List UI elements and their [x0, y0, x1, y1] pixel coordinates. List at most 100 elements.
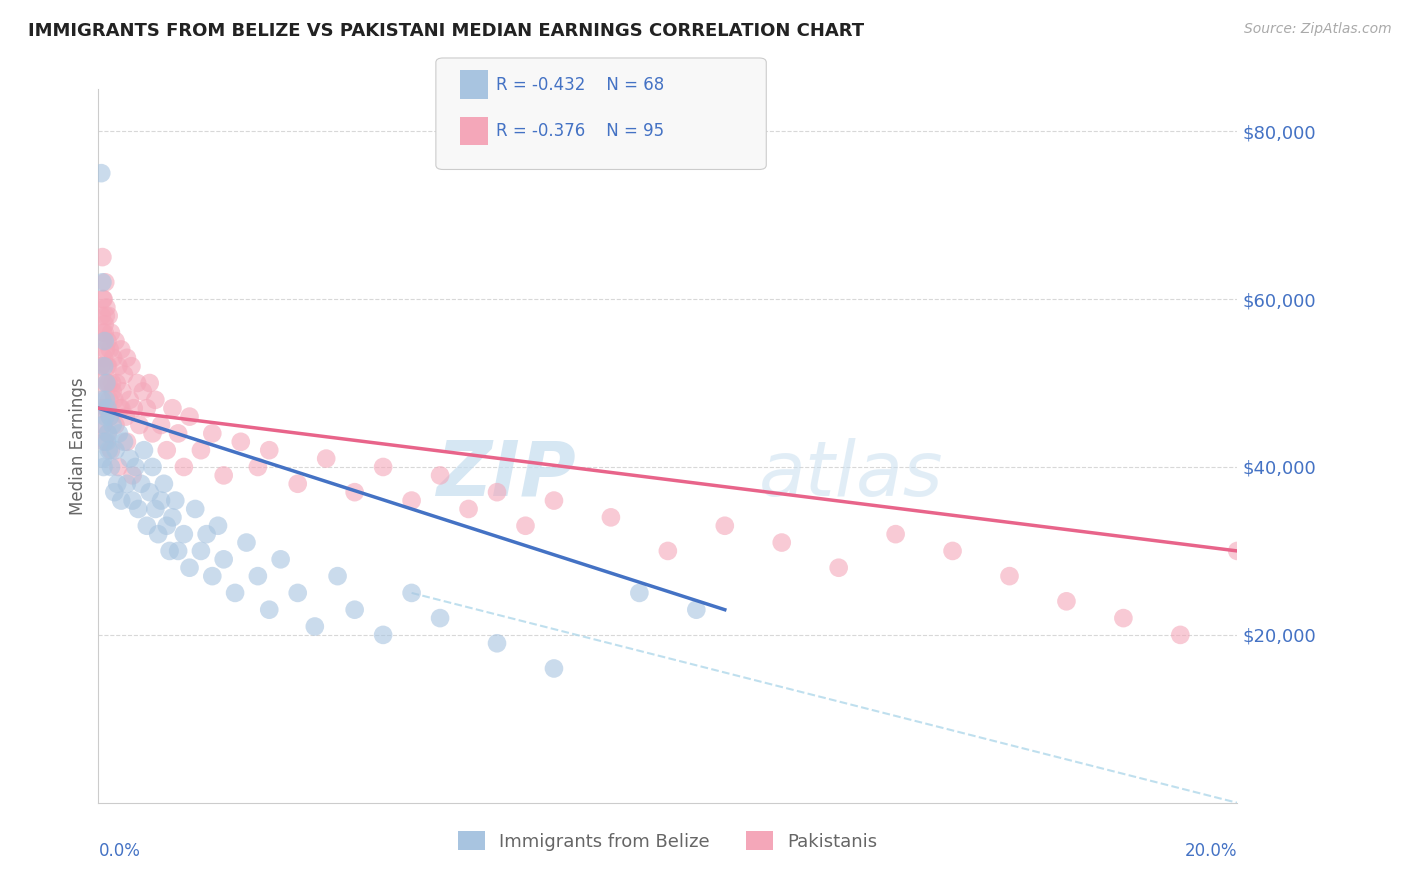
Point — [1056, 594, 1078, 608]
Point — [486, 636, 509, 650]
Point — [401, 586, 423, 600]
Point — [270, 552, 292, 566]
Point — [121, 468, 143, 483]
Point — [96, 301, 118, 315]
Point — [96, 359, 118, 374]
Point — [127, 376, 149, 390]
Text: R = -0.432    N = 68: R = -0.432 N = 68 — [496, 76, 665, 94]
Point — [287, 476, 309, 491]
Point — [179, 560, 201, 574]
Point — [1170, 628, 1192, 642]
Point — [90, 359, 112, 374]
Point — [93, 359, 115, 374]
Point — [212, 468, 235, 483]
Point — [94, 343, 117, 357]
Point — [184, 502, 207, 516]
Point — [173, 527, 195, 541]
Point — [108, 426, 131, 441]
Point — [90, 392, 112, 407]
Point — [287, 586, 309, 600]
Point — [96, 434, 118, 449]
Point — [246, 569, 269, 583]
Point — [90, 309, 112, 323]
Point — [167, 426, 190, 441]
Point — [259, 443, 281, 458]
Point — [190, 443, 212, 458]
Point — [93, 326, 115, 340]
Point — [770, 535, 793, 549]
Point — [162, 401, 184, 416]
Point — [132, 384, 155, 399]
Text: 20.0%: 20.0% — [1185, 842, 1237, 860]
Point — [128, 417, 150, 432]
Point — [145, 502, 167, 516]
Point — [1226, 544, 1249, 558]
Text: 0.0%: 0.0% — [98, 842, 141, 860]
Point — [96, 376, 118, 390]
Point — [90, 166, 112, 180]
Point — [150, 417, 173, 432]
Point — [685, 603, 707, 617]
Text: IMMIGRANTS FROM BELIZE VS PAKISTANI MEDIAN EARNINGS CORRELATION CHART: IMMIGRANTS FROM BELIZE VS PAKISTANI MEDI… — [28, 22, 865, 40]
Point — [110, 401, 132, 416]
Point — [429, 468, 451, 483]
Point — [93, 334, 115, 348]
Legend: Immigrants from Belize, Pakistanis: Immigrants from Belize, Pakistanis — [451, 824, 884, 858]
Point — [1112, 611, 1135, 625]
Point — [156, 443, 179, 458]
Point — [98, 409, 121, 424]
Point — [138, 485, 160, 500]
Point — [207, 518, 229, 533]
Point — [104, 417, 127, 432]
Point — [343, 485, 366, 500]
Point — [115, 351, 138, 365]
Point — [98, 409, 121, 424]
Point — [159, 544, 181, 558]
Point — [96, 334, 118, 348]
Point — [96, 426, 118, 441]
Point — [111, 384, 134, 399]
Point — [108, 401, 131, 416]
Text: R = -0.376    N = 95: R = -0.376 N = 95 — [496, 122, 665, 140]
Point — [120, 359, 142, 374]
Point — [828, 560, 851, 574]
Point — [101, 384, 124, 399]
Point — [201, 569, 224, 583]
Point — [97, 426, 120, 441]
Point — [105, 376, 128, 390]
Point — [135, 401, 157, 416]
Point — [114, 409, 136, 424]
Point — [96, 401, 118, 416]
Point — [101, 417, 124, 432]
Point — [326, 569, 349, 583]
Point — [91, 250, 114, 264]
Point — [100, 443, 122, 458]
Point — [138, 376, 160, 390]
Point — [628, 586, 651, 600]
Point — [150, 493, 173, 508]
Point — [94, 409, 117, 424]
Point — [229, 434, 252, 449]
Point — [162, 510, 184, 524]
Point — [110, 343, 132, 357]
Point — [96, 376, 118, 390]
Point — [91, 334, 114, 348]
Point — [105, 476, 128, 491]
Point — [90, 401, 112, 416]
Point — [371, 628, 394, 642]
Point — [90, 392, 112, 407]
Point — [942, 544, 965, 558]
Point — [121, 493, 143, 508]
Point — [110, 493, 132, 508]
Point — [486, 485, 509, 500]
Point — [118, 451, 141, 466]
Point — [132, 443, 155, 458]
Point — [97, 443, 120, 458]
Point — [600, 510, 623, 524]
Point — [94, 434, 117, 449]
Point — [129, 476, 152, 491]
Point — [195, 527, 218, 541]
Point — [93, 292, 115, 306]
Point — [235, 535, 257, 549]
Point — [127, 502, 149, 516]
